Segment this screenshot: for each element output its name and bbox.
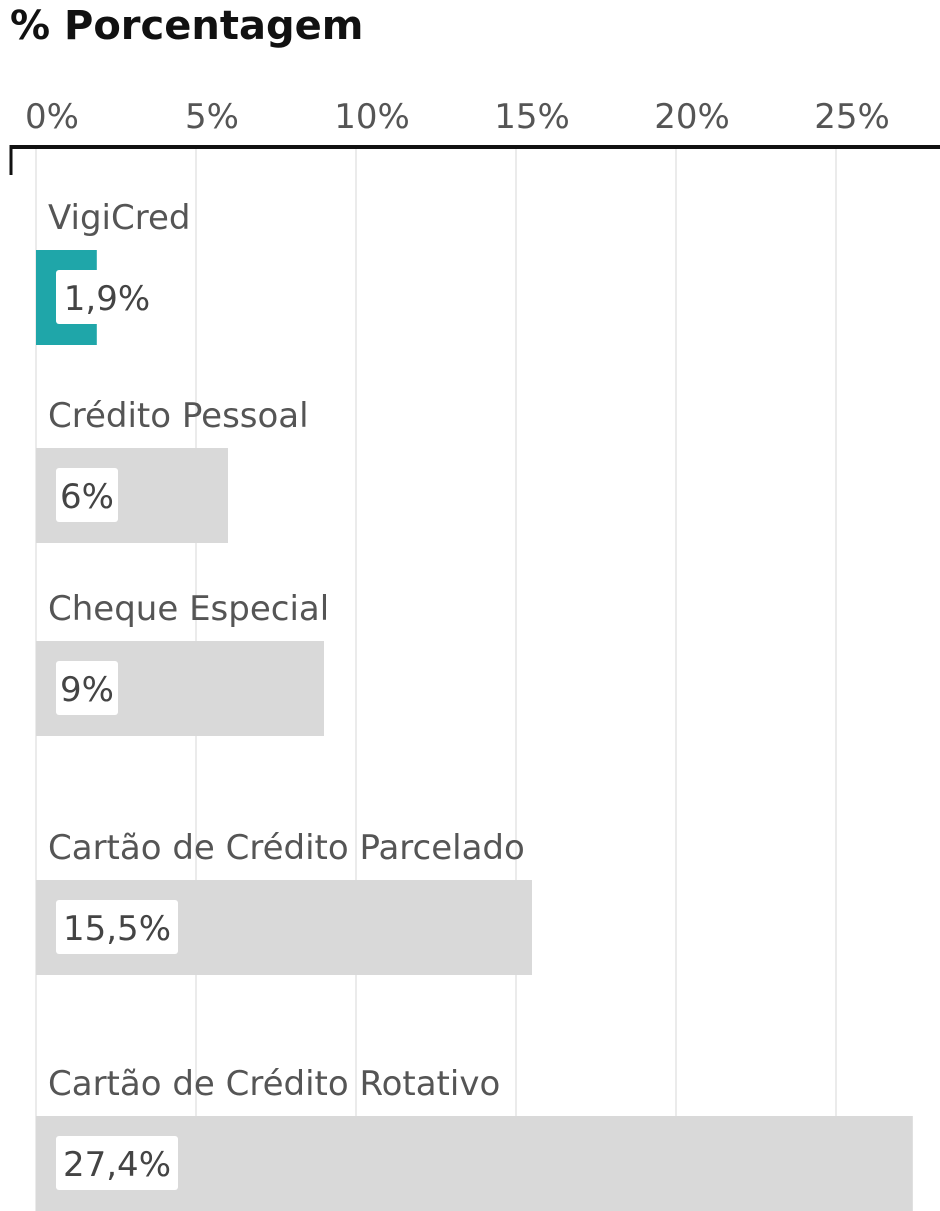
category-label-2: Cheque Especial — [48, 589, 329, 629]
value-label-text-1: 6% — [60, 477, 114, 517]
tick-label-0: 0% — [25, 97, 79, 137]
tick-label-10: 10% — [334, 97, 410, 137]
tick-label-15: 15% — [494, 97, 570, 137]
chart-title: % Porcentagem — [10, 3, 364, 49]
category-label-1: Crédito Pessoal — [48, 396, 309, 436]
value-label-box-4 — [56, 1136, 178, 1190]
value-label-0: 1,9% — [56, 270, 158, 324]
value-label-box-3 — [56, 900, 178, 954]
value-label-text-0: 1,9% — [64, 279, 150, 319]
x-axis: 0% 5% 10% 15% 20% 25% — [9, 97, 940, 175]
bars: VigiCred 1,9% Crédito Pessoal 6% Cheque Espe… — [36, 198, 913, 1211]
bar-4 — [36, 1116, 913, 1211]
category-label-4: Cartão de Crédito Rotativo — [48, 1064, 500, 1104]
value-label-1: 6% — [56, 468, 118, 522]
tick-label-25: 25% — [814, 97, 890, 137]
value-label-box-2 — [56, 661, 118, 715]
value-label-text-3: 15,5% — [63, 909, 171, 949]
value-label-text-2: 9% — [60, 670, 114, 710]
tick-label-20: 20% — [654, 97, 730, 137]
value-label-3: 15,5% — [56, 900, 178, 954]
value-label-text-4: 27,4% — [63, 1145, 171, 1185]
value-label-2: 9% — [56, 661, 118, 715]
category-label-0: VigiCred — [48, 198, 190, 238]
value-label-box-0 — [56, 270, 158, 324]
category-label-3: Cartão de Crédito Parcelado — [48, 828, 525, 868]
value-label-box-1 — [56, 468, 118, 522]
tick-label-5: 5% — [185, 97, 239, 137]
value-label-4: 27,4% — [56, 1136, 178, 1190]
